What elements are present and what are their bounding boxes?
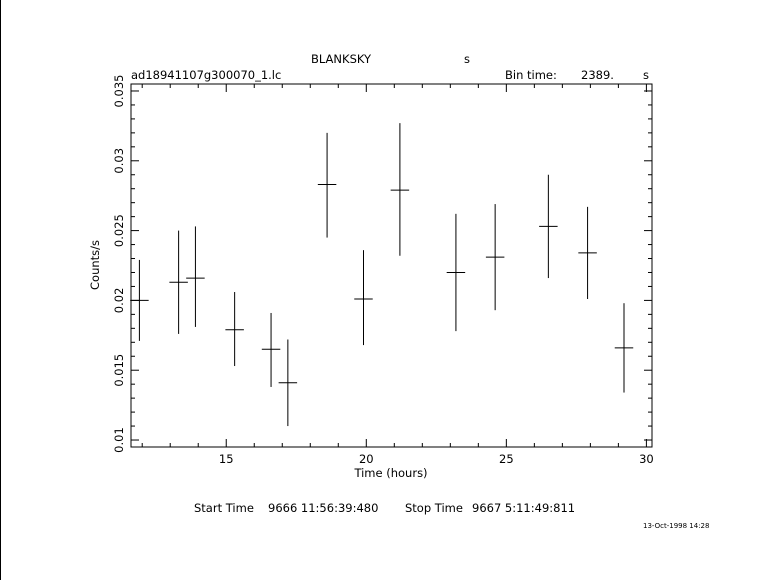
file-name: ad18941107g300070_1.lc — [131, 68, 281, 82]
data-points — [130, 123, 634, 427]
axis-tick-labels: 15 20 25 30 0.01 0.015 0.02 0.025 0.03 0.035 — [112, 75, 654, 466]
y-axis-label: Counts/s — [88, 240, 102, 290]
data-point — [539, 174, 558, 279]
data-point — [169, 230, 188, 334]
y-tick-label: 0.03 — [112, 148, 126, 174]
y-tick-label: 0.015 — [112, 354, 126, 387]
data-point — [446, 213, 466, 332]
axis-ticks — [131, 84, 652, 447]
data-point — [485, 204, 505, 311]
y-tick-label: 0.02 — [112, 288, 126, 314]
object-name: BLANKSKY — [311, 52, 372, 66]
data-point — [390, 123, 410, 256]
data-point — [578, 206, 597, 300]
data-point — [317, 132, 337, 238]
data-point — [278, 339, 298, 427]
y-tick-label: 0.025 — [112, 214, 126, 247]
x-tick-label: 15 — [219, 452, 234, 466]
data-point — [130, 259, 149, 341]
data-point — [225, 292, 244, 367]
stop-time-label: Stop Time — [405, 501, 463, 515]
y-tick-label: 0.035 — [112, 75, 126, 108]
plot-frame — [130, 83, 653, 448]
x-tick-label: 20 — [359, 452, 374, 466]
data-point — [614, 303, 634, 393]
data-point — [261, 312, 281, 387]
start-time-label: Start Time — [194, 501, 254, 515]
bin-time-unit: s — [643, 68, 649, 82]
data-point — [354, 250, 373, 346]
window-left-border — [0, 0, 1, 580]
y-tick-label: 0.01 — [112, 427, 126, 453]
start-time-value: 9666 11:56:39:480 — [268, 501, 378, 515]
stop-time-value: 9667 5:11:49:811 — [472, 501, 575, 515]
data-point — [186, 226, 205, 327]
object-suffix: s — [464, 52, 470, 66]
bin-time-label: Bin time: — [505, 68, 557, 82]
bin-time-value: 2389. — [581, 68, 614, 82]
x-tick-label: 30 — [639, 452, 654, 466]
x-axis-label: Time (hours) — [353, 466, 427, 480]
x-tick-label: 25 — [499, 452, 514, 466]
plot-timestamp: 13-Oct-1998 14:28 — [643, 522, 709, 530]
